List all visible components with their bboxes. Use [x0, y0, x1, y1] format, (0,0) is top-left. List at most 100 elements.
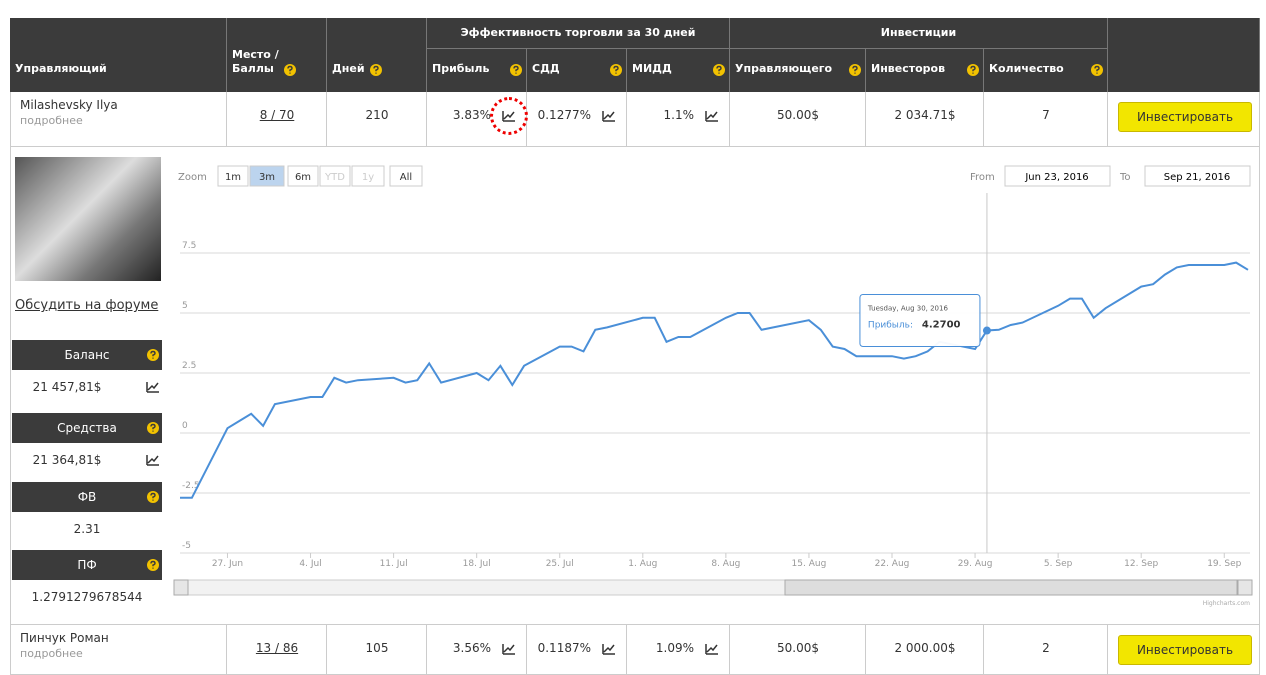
y-tick-label: 5 — [182, 301, 188, 311]
chart-glyph — [503, 644, 515, 654]
x-tick-label: 19. Sep — [1207, 559, 1241, 569]
x-tick-label: 12. Sep — [1124, 559, 1158, 569]
hover-point — [983, 327, 991, 335]
x-tick-label: 1. Aug — [628, 559, 657, 569]
stat-value: 2.31 — [12, 522, 162, 536]
chart-icon[interactable] — [145, 453, 161, 467]
stat-value: 21 457,81$ — [12, 380, 122, 394]
cell-value: 50.00$ — [730, 108, 866, 122]
cell-value: 50.00$ — [730, 641, 866, 655]
tooltip-date: Tuesday, Aug 30, 2016 — [867, 305, 949, 313]
column-header: Инвесторов — [871, 62, 979, 76]
y-tick-label: -5 — [182, 541, 191, 551]
cell-value: 3.56% — [427, 641, 497, 655]
help-icon — [848, 63, 864, 77]
header-cell — [1108, 18, 1260, 92]
zoom-label: Zoom — [178, 172, 207, 183]
chart-icon[interactable] — [145, 380, 161, 394]
help-icon — [146, 421, 162, 435]
manager-photo — [15, 157, 161, 281]
zoom-button-label[interactable]: 3m — [259, 172, 275, 183]
cell-value: 105 — [327, 641, 427, 655]
manager-name: Пинчук Роман — [20, 631, 109, 645]
help-icon — [509, 63, 525, 77]
chart-icon[interactable] — [704, 109, 720, 123]
zoom-button-label[interactable]: 6m — [295, 172, 311, 183]
to-label: To — [1119, 172, 1131, 183]
cell-value: 210 — [327, 108, 427, 122]
zoom-button-label[interactable]: YTD — [324, 172, 345, 183]
zoom-button-label[interactable]: All — [400, 172, 412, 183]
invest-button[interactable]: Инвестировать — [1118, 102, 1252, 132]
x-tick-label: 4. Jul — [299, 559, 321, 569]
help-icon — [369, 63, 385, 77]
scrollbar-right[interactable] — [1238, 580, 1252, 595]
cell-value: 1.1% — [627, 108, 700, 122]
chart-icon[interactable] — [704, 642, 720, 656]
scrollbar-left[interactable] — [174, 580, 188, 595]
x-tick-label: 22. Aug — [875, 559, 910, 569]
chart: -5-2.502.557.527. Jun4. Jul11. Jul18. Ju… — [170, 150, 1260, 620]
tooltip-value: 4.2700 — [922, 320, 961, 331]
cell-value: 0.1277% — [527, 108, 597, 122]
stat-label: Средства — [12, 413, 162, 443]
manager-table: Эффективность торговли за 30 дней Инвести… — [0, 0, 1266, 675]
chart-icon[interactable] — [601, 642, 617, 656]
x-tick-label: 25. Jul — [546, 559, 574, 569]
cell-value: 2 — [984, 641, 1108, 655]
chart-icon[interactable] — [501, 642, 517, 656]
stat-label: Баланс — [12, 340, 162, 370]
tooltip-label: Прибыль: — [868, 321, 913, 331]
x-tick-label: 15. Aug — [792, 559, 827, 569]
help-icon — [712, 63, 728, 77]
stat-value: 21 364,81$ — [12, 453, 122, 467]
credits: Highcharts.com — [1203, 600, 1250, 607]
chart-glyph — [706, 111, 718, 121]
manager-name: Milashevsky Ilya — [20, 98, 118, 112]
chart-glyph — [603, 644, 615, 654]
chart-glyph — [147, 455, 159, 465]
stat-label: ФВ — [12, 482, 162, 512]
help-icon — [146, 490, 162, 504]
invest-button[interactable]: Инвестировать — [1118, 635, 1252, 665]
zoom-button-label[interactable]: 1m — [225, 172, 241, 183]
help-icon — [146, 558, 162, 572]
scrollbar-thumb[interactable] — [785, 580, 1237, 595]
column-header: Количество — [989, 62, 1103, 76]
chart-icon[interactable] — [601, 109, 617, 123]
cell-value: 3.83% — [427, 108, 497, 122]
zoom-button-label[interactable]: 1y — [362, 172, 374, 183]
x-tick-label: 5. Sep — [1044, 559, 1073, 569]
page: Эффективность торговли за 30 дней Инвести… — [0, 0, 1266, 675]
x-tick-label: 27. Jun — [212, 559, 243, 569]
header-cell — [10, 18, 227, 92]
to-value: Sep 21, 2016 — [1164, 172, 1231, 183]
group-header: Эффективность торговли за 30 дней — [427, 18, 730, 48]
column-header: Управляющий — [15, 62, 222, 76]
from-value: Jun 23, 2016 — [1024, 172, 1088, 183]
help-icon — [283, 63, 299, 77]
chart-glyph — [706, 644, 718, 654]
chart-glyph — [603, 111, 615, 121]
series-line — [180, 263, 1248, 498]
forum-link[interactable]: Обсудить на форуме — [15, 298, 158, 313]
help-icon — [609, 63, 625, 77]
from-label: From — [970, 172, 995, 183]
column-header: Управляющего — [735, 62, 861, 76]
x-tick-label: 18. Jul — [463, 559, 491, 569]
x-tick-label: 29. Aug — [958, 559, 993, 569]
details-link[interactable]: подробнее — [20, 647, 83, 660]
cell-value: 2 000.00$ — [866, 641, 984, 655]
cell-value: 7 — [984, 108, 1108, 122]
stat-label: ПФ — [12, 550, 162, 580]
help-icon — [966, 63, 982, 77]
place-link[interactable]: 13 / 86 — [227, 641, 327, 655]
cell-value: 2 034.71$ — [866, 108, 984, 122]
y-tick-label: 0 — [182, 421, 188, 431]
x-tick-label: 11. Jul — [380, 559, 408, 569]
help-icon — [146, 348, 162, 362]
cell-value: 0.1187% — [527, 641, 597, 655]
details-link[interactable]: подробнее — [20, 114, 83, 127]
header-cell — [327, 18, 427, 92]
place-link[interactable]: 8 / 70 — [227, 108, 327, 122]
